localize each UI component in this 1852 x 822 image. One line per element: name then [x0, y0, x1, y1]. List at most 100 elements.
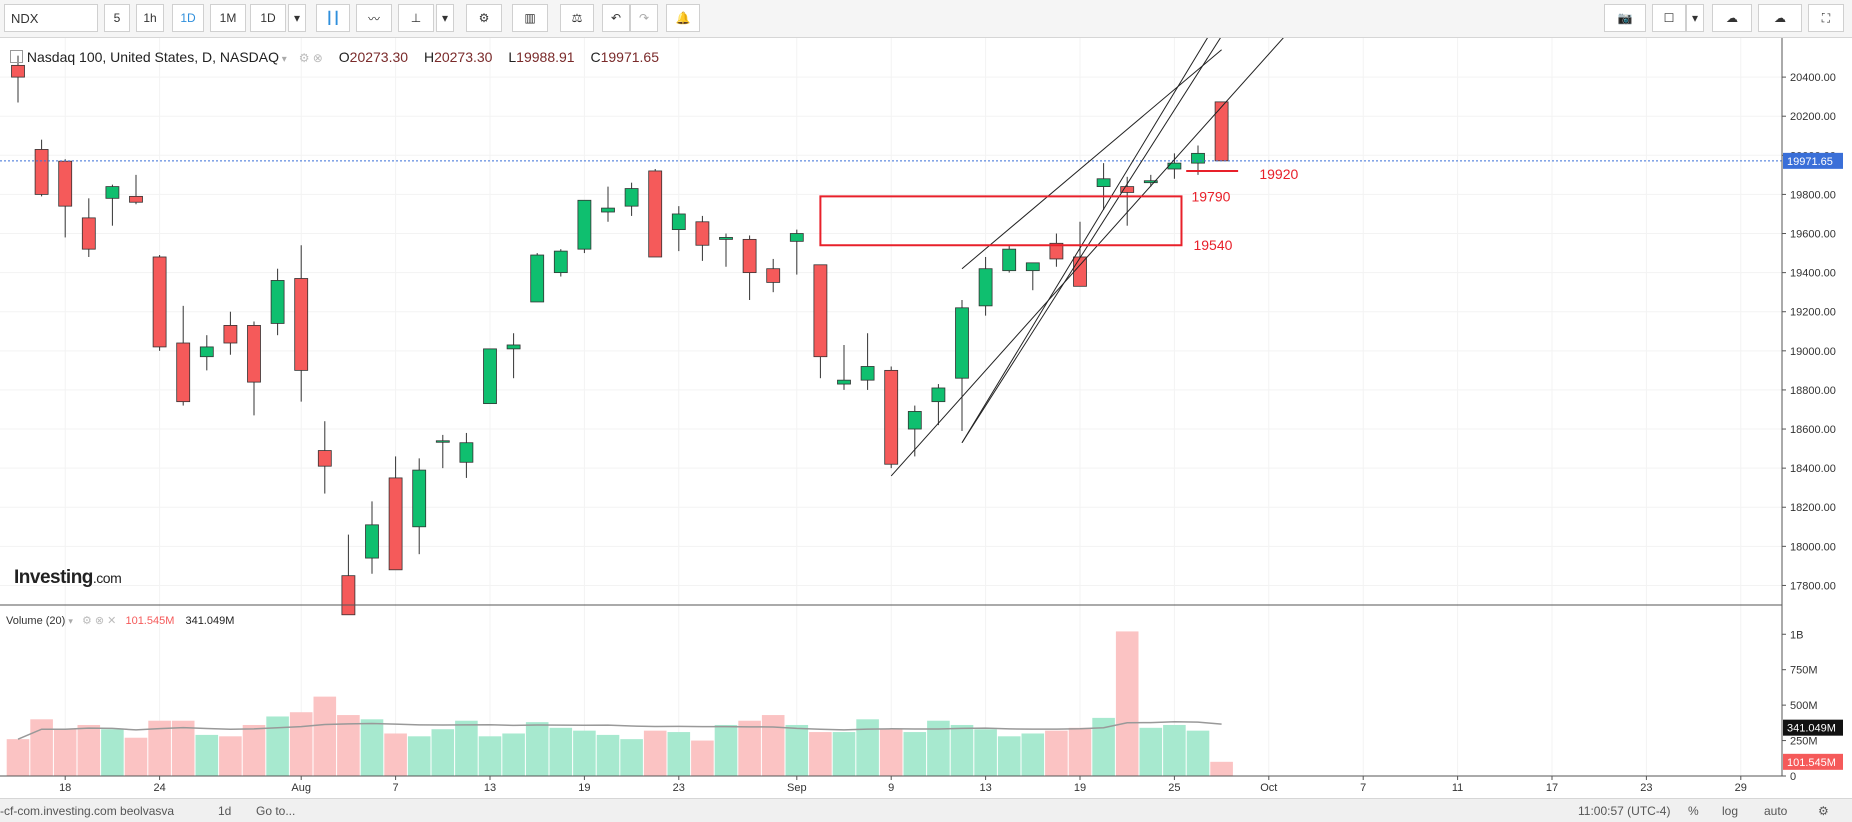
- candle-body: [860, 366, 875, 381]
- volume-bar: [313, 696, 337, 776]
- volume-bar: [549, 727, 573, 776]
- time-tick-label: 17: [1546, 782, 1558, 794]
- candle-body: [247, 325, 261, 383]
- line-chart-icon[interactable]: 〰: [356, 4, 392, 32]
- candle: [152, 255, 167, 351]
- interval-5-button[interactable]: 5: [104, 4, 130, 32]
- candle-body: [1120, 186, 1135, 193]
- candle-body: [955, 307, 969, 379]
- legend-settings-icon[interactable]: ⚙ ⊗: [298, 51, 323, 65]
- time-tick-label: 7: [393, 782, 399, 794]
- candle-body: [907, 411, 922, 430]
- volume-bar: [974, 729, 997, 776]
- compare-icon[interactable]: ⚖: [560, 4, 594, 32]
- candle: [105, 184, 120, 226]
- volume-bar: [1115, 631, 1139, 776]
- fullscreen-icon[interactable]: ⛶: [1808, 4, 1844, 32]
- camera-icon[interactable]: 📷: [1604, 4, 1646, 32]
- candle-body: [884, 369, 899, 465]
- candle-body: [506, 344, 521, 350]
- volume-bar: [620, 739, 643, 776]
- candle: [412, 458, 427, 555]
- gear-icon[interactable]: ⚙: [466, 4, 502, 32]
- candle-body: [412, 469, 427, 528]
- support-zone: [819, 195, 1183, 247]
- candle-body: [388, 477, 403, 571]
- layout-icon[interactable]: ☐: [1652, 4, 1686, 32]
- time-tick-label: 11: [1452, 782, 1463, 794]
- candles-icon[interactable]: ┃┃: [316, 4, 350, 32]
- interval-1d-button[interactable]: 1D: [172, 4, 204, 32]
- candle-body: [577, 199, 592, 250]
- candle-body: [365, 524, 379, 559]
- chevron-down-icon[interactable]: ▾: [1686, 4, 1704, 32]
- auto-toggle[interactable]: auto: [1764, 804, 1788, 818]
- cloud-download-icon[interactable]: ☁: [1712, 4, 1752, 32]
- settings-icon[interactable]: ⚙: [1818, 804, 1829, 818]
- interval-dropdown[interactable]: 1D: [250, 4, 286, 32]
- candle: [388, 456, 403, 571]
- time-tick-label: 19: [1074, 782, 1086, 794]
- trendline: [961, 49, 1222, 270]
- indicators-icon[interactable]: ▥: [512, 4, 548, 32]
- cloud-upload-icon[interactable]: ☁: [1758, 4, 1802, 32]
- volume-settings-icon[interactable]: ⚙ ⊗ ✕: [81, 615, 117, 627]
- candle: [270, 268, 285, 336]
- candle-body: [105, 186, 120, 199]
- candle: [11, 55, 25, 103]
- undo-icon[interactable]: ↶: [602, 4, 630, 32]
- volume-bar: [1092, 717, 1115, 776]
- candle: [766, 258, 781, 293]
- candle-body: [58, 160, 73, 207]
- volume-bar: [879, 729, 903, 776]
- legend-low: 19988.91: [516, 49, 575, 65]
- chevron-down-icon[interactable]: ▾: [436, 4, 454, 32]
- status-bar: -cf-com.investing.com beolvasva 1d Go to…: [0, 798, 1852, 822]
- chevron-down-icon[interactable]: ▾: [288, 4, 306, 32]
- candle: [648, 168, 663, 258]
- candle: [483, 348, 497, 405]
- candle: [1120, 176, 1135, 226]
- candle: [1073, 221, 1087, 287]
- candle: [1143, 174, 1158, 187]
- alert-icon[interactable]: 🔔: [666, 4, 700, 32]
- candle-body: [1191, 152, 1205, 164]
- volume-bar: [431, 729, 455, 776]
- candle-body: [530, 254, 545, 303]
- symbol-input[interactable]: NDX: [4, 4, 98, 32]
- candle-body: [931, 387, 946, 403]
- candle-body: [742, 238, 757, 274]
- candle-body: [719, 237, 733, 240]
- volume-bar: [667, 732, 691, 776]
- price-tick-label: 19200.00: [1790, 307, 1836, 319]
- candle-body: [1096, 178, 1111, 187]
- log-toggle[interactable]: log: [1722, 804, 1739, 818]
- volume-bar: [903, 732, 927, 776]
- goto-button[interactable]: Go to...: [256, 804, 296, 818]
- percent-toggle[interactable]: %: [1688, 804, 1699, 818]
- time-tick-label: 23: [1640, 782, 1652, 794]
- time-tick-label: 19: [578, 782, 590, 794]
- volume-bar: [950, 724, 974, 776]
- candles: [11, 55, 1229, 616]
- volume-bar: [691, 740, 714, 776]
- time-tick-label: 13: [979, 782, 991, 794]
- volume-tick-label: 1B: [1790, 629, 1803, 641]
- interval-1h-button[interactable]: 1h: [136, 4, 164, 32]
- volume-bar: [809, 732, 832, 776]
- price-tick-label: 20200.00: [1790, 111, 1836, 123]
- redo-icon[interactable]: ↷: [630, 4, 658, 32]
- status-interval[interactable]: 1d: [218, 804, 232, 818]
- drawing-tools-icon[interactable]: ⊥: [398, 4, 434, 32]
- volume-bar: [573, 730, 596, 776]
- candle: [459, 432, 474, 478]
- time-tick-label: 18: [59, 782, 71, 794]
- trendline: [890, 38, 1284, 477]
- legend-close-label: C: [590, 49, 601, 65]
- candle-body: [789, 233, 804, 242]
- volume-tick-label: 0: [1790, 771, 1796, 783]
- interval-1m-button[interactable]: 1M: [210, 4, 246, 32]
- candle: [601, 186, 615, 222]
- collapse-icon[interactable]: [10, 50, 23, 63]
